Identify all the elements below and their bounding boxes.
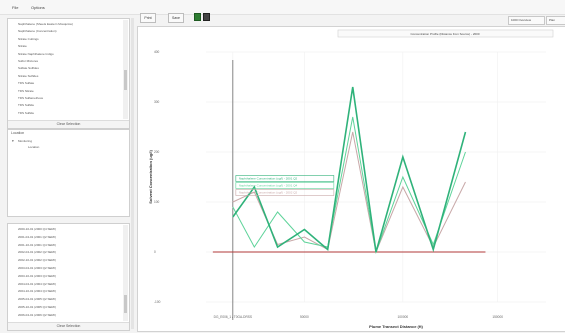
scrollbar-thumb[interactable] xyxy=(124,70,127,90)
parameter-list-item[interactable]: Sulfate Sulfides xyxy=(18,66,39,71)
parameter-list-item[interactable]: TDS Nitrate xyxy=(18,88,34,93)
menu-file[interactable]: File xyxy=(12,5,19,10)
chart-title: Concentration Profile (Distance from Sou… xyxy=(410,32,479,36)
tree-expand-icon[interactable]: ▾ xyxy=(12,139,14,143)
x-tick-label: 150000 xyxy=(492,315,503,319)
menu-bar: File Options xyxy=(0,0,565,15)
overview-dropdown[interactable]: 1000 Overview xyxy=(508,16,545,25)
series-line xyxy=(232,86,467,253)
parameter-list-item[interactable]: TDS Sulfide xyxy=(18,110,35,115)
date-list-item[interactable]: 2001-04-01 (2001 Q2 SEMI) xyxy=(18,234,56,239)
date-list-item[interactable]: 2004-10-01 (2004 Q4 SEMI) xyxy=(18,289,56,294)
y-tick-label: 0 xyxy=(154,250,156,254)
y-tick-label: 100 xyxy=(154,200,160,204)
legend-box xyxy=(235,189,335,196)
parameter-list-item[interactable]: TDS Sulfide xyxy=(18,103,35,108)
menu-options[interactable]: Options xyxy=(31,5,45,10)
tree-root-monitoring[interactable]: Monitoring xyxy=(18,139,33,143)
location-panel: Location ▾ Monitoring Location xyxy=(7,129,130,217)
parameter-list-item[interactable]: TDS Sulfamethoxe xyxy=(18,96,44,100)
location-header: Location xyxy=(11,131,25,135)
parameter-list-item[interactable]: Sulfur Mixtures xyxy=(18,59,39,63)
date-list-item[interactable]: 2002-04-01 (2002 Q2 SEMI) xyxy=(18,250,56,255)
green-color-icon[interactable] xyxy=(194,13,201,21)
parameter-list-item[interactable]: Nitrate Naphthalene Indigo xyxy=(18,51,54,56)
legend-label: Naphthalene Concentration (ug/l) - 2002 … xyxy=(239,191,298,195)
legend-box xyxy=(235,182,335,189)
date-list-item[interactable]: 2003-10-01 (2003 Q4 SEMI) xyxy=(18,273,56,278)
parameter-list-panel: Naphthalene (Sheets Eastern Mosquitos) Na… xyxy=(7,18,130,129)
y-tick-label: -100 xyxy=(154,300,161,304)
parameter-list-item[interactable]: Naphthalene (Concentration) xyxy=(18,29,57,34)
x-axis-label: Plume Transect Distance (ft) xyxy=(369,324,423,329)
y-axis-label: Solvent Concentration (ug/l) xyxy=(148,150,153,204)
date-list-item[interactable]: 2001-10-01 (2001 Q4 SEMI) xyxy=(18,242,56,247)
y-tick-label: 400 xyxy=(154,50,160,54)
chart-title-bar xyxy=(337,29,554,38)
date-list-item[interactable]: 2006-04-01 (2006 Q2 SEMI) xyxy=(18,312,56,317)
date-list-item[interactable]: 2003-04-01 (2003 Q2 SEMI) xyxy=(18,266,56,270)
date-list-item[interactable]: 2002-10-01 (2002 Q4 SEMI) xyxy=(18,258,56,263)
y-tick-label: 200 xyxy=(154,150,160,154)
x-tick-label: 50000 xyxy=(300,315,309,319)
series-line xyxy=(232,116,466,254)
parameter-clear-selection-button[interactable]: Clear Selection xyxy=(8,120,129,128)
save-button[interactable]: Save xyxy=(168,13,184,23)
date-list-item[interactable]: 2005-04-01 (2005 Q2 SEMI) xyxy=(18,297,56,302)
legend-label: Naphthalene Concentration (ug/l) - 2001 … xyxy=(239,184,298,188)
print-button[interactable]: Print xyxy=(140,13,156,23)
chart-area: Concentration Profile (Distance from Sou… xyxy=(137,26,565,332)
x-tick-label: 100000 xyxy=(398,315,409,319)
scrollbar-thumb[interactable] xyxy=(124,295,127,313)
parameter-list-scrollbar[interactable] xyxy=(123,20,128,119)
date-list-item[interactable]: 2004-04-01 (2004 Q2 SEMI) xyxy=(18,281,56,286)
plan-button[interactable]: Plan xyxy=(546,16,565,25)
tree-child-location[interactable]: Location xyxy=(28,145,40,149)
parameter-list-item[interactable]: Naphthalene (Sheets Eastern Mosquitos) xyxy=(18,22,73,26)
date-list-scrollbar[interactable] xyxy=(123,225,128,321)
date-list-panel: 2000-10-01 (2000 Q4 SEMI) 2001-04-01 (200… xyxy=(7,223,130,331)
parameter-list-item[interactable]: Nitrate Sulfides xyxy=(18,73,39,78)
parameter-list-item[interactable]: TDS Sulfate xyxy=(18,81,35,86)
date-clear-selection-button[interactable]: Clear Selection xyxy=(8,322,129,330)
panel-splitter[interactable] xyxy=(131,18,134,329)
grid-toggle-icon[interactable] xyxy=(203,13,210,21)
date-list-item[interactable]: 2000-10-01 (2000 Q4 SEMI) xyxy=(18,227,56,231)
y-tick-label: 300 xyxy=(154,100,160,104)
legend-box xyxy=(235,175,335,182)
date-list-item[interactable]: 2005-10-01 (2005 Q4 SEMI) xyxy=(18,305,56,309)
parameter-list-item[interactable]: Nitrate xyxy=(18,44,27,49)
legend-label: Naphthalene Concentration (ug/l) - 2001 … xyxy=(239,177,298,181)
parameter-list-item[interactable]: Nitrate Cuttings xyxy=(18,36,39,41)
